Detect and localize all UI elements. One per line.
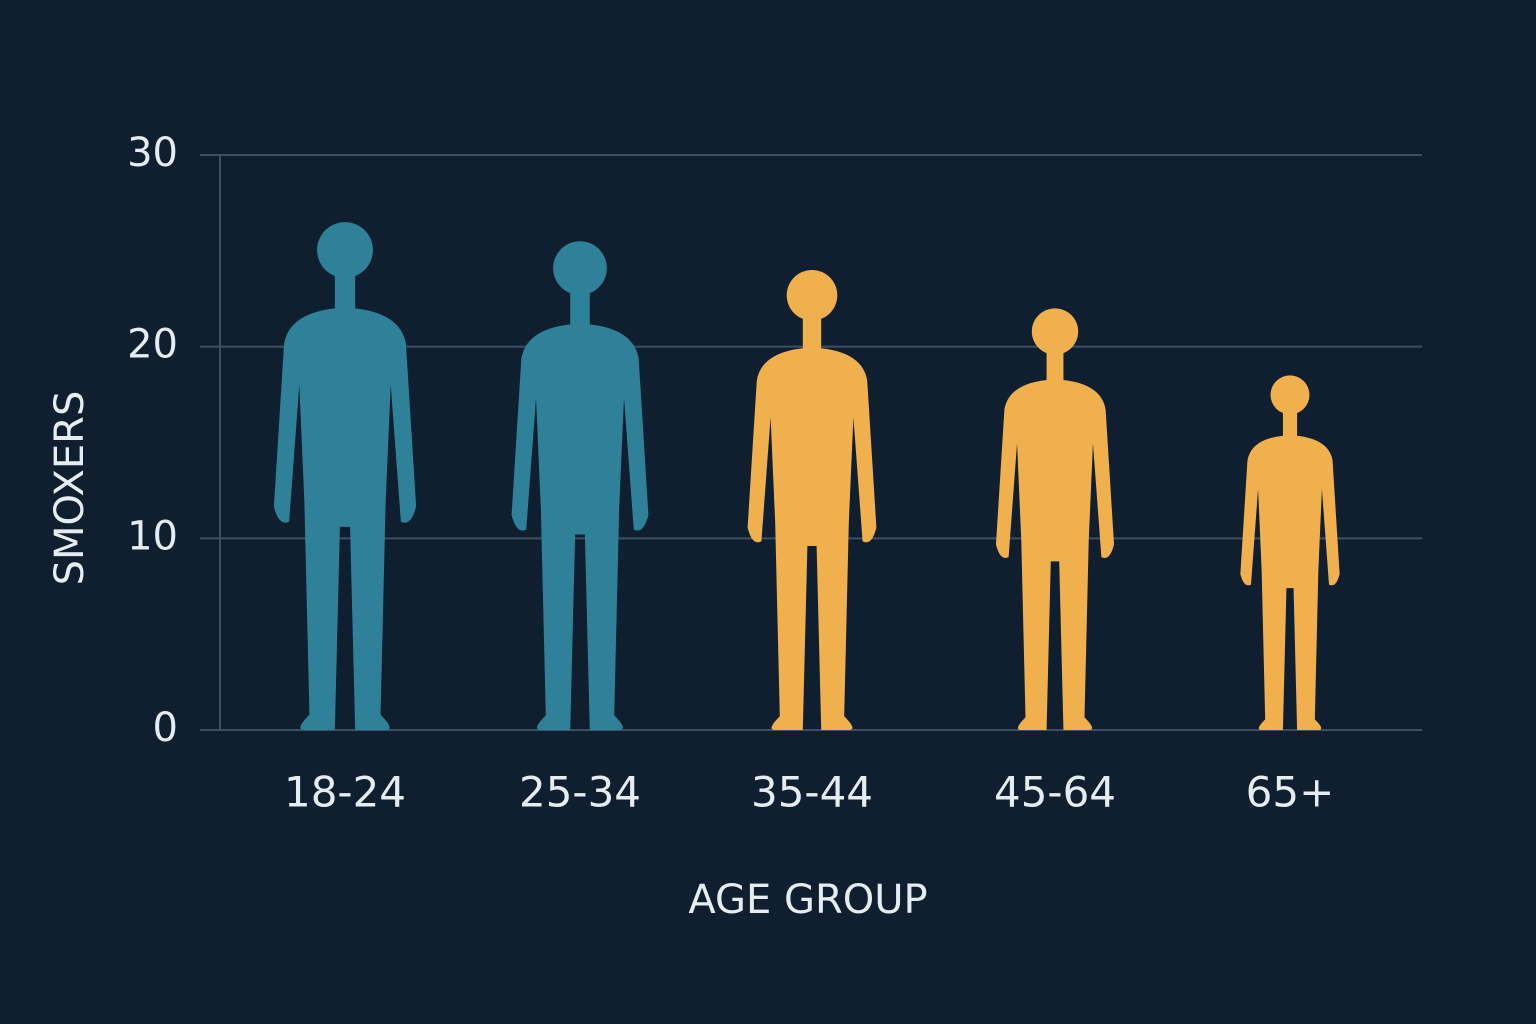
person-figure <box>995 308 1115 730</box>
x-tick-label: 18-24 <box>284 768 406 817</box>
person-figure <box>273 222 417 731</box>
y-axis-title: SMOXERS <box>47 391 93 586</box>
y-tick-label: 20 <box>127 322 178 368</box>
y-tick-label: 10 <box>127 513 178 559</box>
x-axis-title: AGE GROUP <box>688 877 927 923</box>
x-tick-label: 35-44 <box>751 768 873 817</box>
person-figure <box>747 270 877 730</box>
person-figure <box>511 241 649 730</box>
x-tick-label: 45-64 <box>994 768 1116 817</box>
x-tick-label: 65+ <box>1246 768 1335 817</box>
y-tick-label: 0 <box>153 705 178 751</box>
x-tick-label: 25-34 <box>519 768 641 817</box>
y-tick-label: 30 <box>127 130 178 176</box>
person-figure <box>1240 375 1340 730</box>
